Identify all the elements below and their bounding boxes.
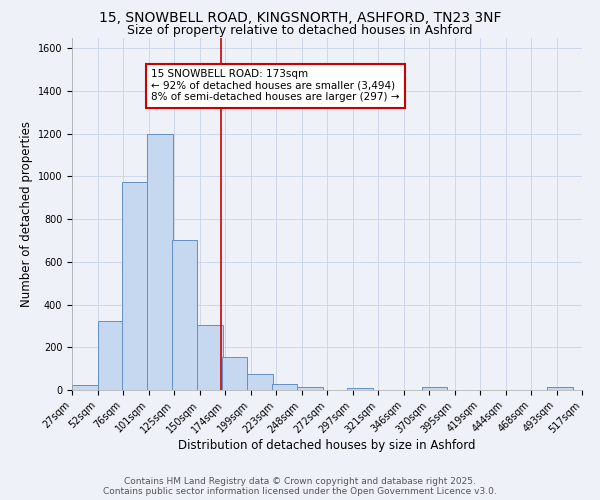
Text: 15, SNOWBELL ROAD, KINGSNORTH, ASHFORD, TN23 3NF: 15, SNOWBELL ROAD, KINGSNORTH, ASHFORD, … <box>99 11 501 25</box>
Bar <box>172 240 197 390</box>
Bar <box>247 374 273 390</box>
Bar <box>222 357 247 390</box>
Text: Size of property relative to detached houses in Ashford: Size of property relative to detached ho… <box>127 24 473 37</box>
Bar <box>422 388 448 390</box>
Text: 15 SNOWBELL ROAD: 173sqm
← 92% of detached houses are smaller (3,494)
8% of semi: 15 SNOWBELL ROAD: 173sqm ← 92% of detach… <box>151 69 400 102</box>
Bar <box>298 387 323 390</box>
Bar <box>347 388 373 390</box>
X-axis label: Distribution of detached houses by size in Ashford: Distribution of detached houses by size … <box>178 439 476 452</box>
Bar <box>197 325 223 390</box>
Bar <box>272 384 298 390</box>
Bar <box>547 388 573 390</box>
Bar <box>72 384 97 390</box>
Text: Contains HM Land Registry data © Crown copyright and database right 2025.
Contai: Contains HM Land Registry data © Crown c… <box>103 476 497 496</box>
Bar <box>148 134 173 390</box>
Bar <box>97 320 123 390</box>
Bar <box>122 182 148 390</box>
Y-axis label: Number of detached properties: Number of detached properties <box>20 120 34 306</box>
